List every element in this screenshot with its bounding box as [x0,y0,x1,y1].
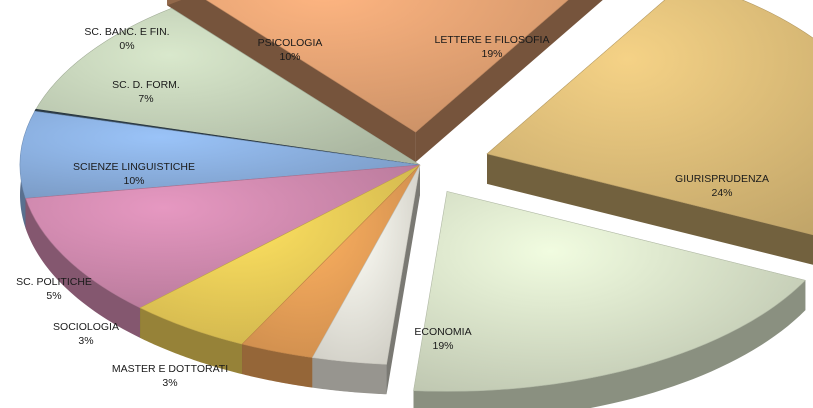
slice-value-scienze-linguistiche: 10% [123,175,144,187]
slice-value-sc-politiche: 5% [46,290,61,302]
slice-label-giurisprudenza: GIURISPRUDENZA [675,173,769,185]
slice-label-lettere-e-filosofia: LETTERE E FILOSOFIA [435,34,550,46]
slice-value-lettere-e-filosofia: 19% [481,48,502,60]
slice-label-sc-politiche: SC. POLITICHE [16,276,92,288]
slice-value-psicologia: 10% [279,51,300,63]
pie-slice-top [486,0,813,236]
pie-slice-rim [25,198,141,338]
slice-label-master-e-dottorati: MASTER E DOTTORATI [112,363,228,375]
pie-slice-top [413,190,806,392]
slice-label-psicologia: PSICOLOGIA [258,37,323,49]
slice-value-sc-banc-e-fin: 0% [119,40,134,52]
pie-slice-rim [413,280,806,408]
pie-slice-top [25,164,421,309]
pie-slice-wall [487,153,813,265]
pie-slice-rim [167,0,182,6]
pie-slice-master-e-dottorati [311,164,421,395]
pie-slice-top [205,0,569,133]
slice-label-sc-banc-e-fin: SC. BANC. E FIN. [84,26,169,38]
slice-value-sociologia: 3% [78,335,93,347]
slice-value-giurisprudenza: 24% [711,187,732,199]
slice-label-economia: ECONOMIA [414,326,471,338]
slice-value-master-e-dottorati: 3% [162,377,177,389]
pie-slice-top [311,164,421,365]
slice-label-scienze-linguistiche: SCIENZE LINGUISTICHE [73,161,195,173]
slice-label-sc-d-form: SC. D. FORM. [112,79,180,91]
slice-label-sociologia: SOCIOLOGIA [53,321,119,333]
pie-slice-giurisprudenza [486,0,813,265]
pie-slice-wall [386,165,420,395]
pie-slice-top [19,110,421,199]
pie-slice-lettere-e-filosofia [167,0,603,163]
slice-value-sc-d-form: 7% [138,93,153,105]
pie-slice-rim [312,357,387,395]
slice-value-economia: 19% [432,340,453,352]
pie-slice-economia [413,190,806,408]
pie-slice-rim [140,307,243,375]
pie-slice-wall [167,0,416,163]
pie-slice-top [34,7,421,166]
